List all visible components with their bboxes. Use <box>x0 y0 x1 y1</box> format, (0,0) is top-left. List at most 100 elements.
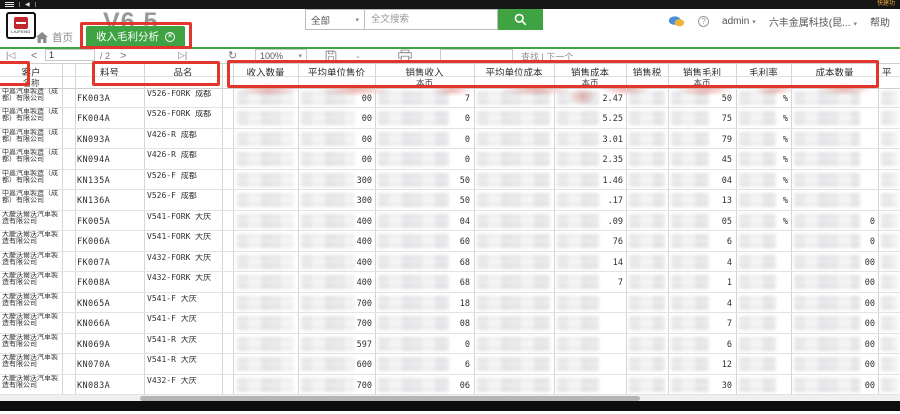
cell-profit-fragment: 1 <box>726 278 732 289</box>
user-menu[interactable]: admin ▾ <box>722 15 756 27</box>
nav-home[interactable]: 首页 <box>36 30 73 45</box>
cell-revenue-fragment: 0 <box>464 134 470 145</box>
save-options-caret[interactable]: ⌄ <box>352 49 361 62</box>
redaction-blur <box>237 131 294 146</box>
table-row: 大慶沃爾沃汽車製造有限公司 KN065A V541-F 大庆 700 18 4 00 <box>0 293 900 314</box>
redaction-blur <box>557 295 599 310</box>
cell-part-no: KN083A <box>77 380 111 391</box>
redaction-blur <box>794 111 860 126</box>
table-row: 大慶沃爾沃汽車製造有限公司 FK006A V541-FORK 大庆 400 60 76 6 0 <box>0 231 900 252</box>
next-page-button[interactable]: > <box>120 49 127 62</box>
table-row: 大慶沃爾沃汽車製造有限公司 FK008A V432-FORK 大庆 400 68 7 1 00 <box>0 272 900 293</box>
redaction-blur <box>237 336 294 351</box>
logo-emblem-icon <box>14 17 28 29</box>
redaction-blur <box>557 234 599 249</box>
redaction-blur <box>794 275 860 290</box>
cell-price-fragment: 00 <box>361 94 372 104</box>
redaction-blur <box>794 234 860 249</box>
cell-cost_qty-fragment: 00 <box>864 339 875 350</box>
col-header-cost-qty: 成本数量 <box>815 68 854 76</box>
cell-revenue-fragment: 68 <box>459 278 470 289</box>
redaction-blur <box>477 295 550 310</box>
refresh-button[interactable]: ↻ <box>228 50 238 62</box>
cell-cost-fragment: 1.46 <box>602 175 623 186</box>
cell-price-fragment: 300 <box>356 196 372 207</box>
last-page-button[interactable]: ▷| <box>178 50 188 60</box>
print-button[interactable] <box>398 49 412 62</box>
close-icon[interactable]: ✕ <box>165 31 175 42</box>
redaction-blur <box>557 336 599 351</box>
redaction-blur <box>477 172 550 187</box>
redaction-blur <box>671 316 709 331</box>
find-next-label[interactable]: 查找 | 下一个 <box>521 52 574 62</box>
redaction-blur <box>557 275 599 290</box>
redaction-blur <box>557 152 599 167</box>
redaction-blur <box>881 172 898 187</box>
menu-icon[interactable] <box>5 2 14 7</box>
zoom-select[interactable]: 100% ▾ <box>255 49 307 62</box>
redaction-blur <box>557 111 599 126</box>
redaction-blur <box>557 193 599 208</box>
redaction-blur <box>557 254 599 269</box>
redaction-blur <box>739 336 776 351</box>
redaction-blur <box>671 295 709 310</box>
cell-part-no: FK003A <box>77 94 111 104</box>
search-input[interactable] <box>365 9 498 30</box>
cell-part-no: FK007A <box>77 257 111 268</box>
cell-cost-fragment: 3.01 <box>602 134 623 145</box>
redaction-blur <box>881 131 898 146</box>
redaction-blur <box>671 172 709 187</box>
cell-price-fragment: 700 <box>356 298 372 309</box>
cell-revenue-fragment: 0 <box>464 339 470 350</box>
redaction-blur <box>629 131 665 146</box>
tab-revenue-profit-analysis[interactable]: 收入毛利分析 ✕ <box>86 26 185 47</box>
first-page-button[interactable]: |◁ <box>6 50 16 60</box>
grid-line <box>474 63 475 395</box>
redaction-blur <box>237 316 294 331</box>
message-icon[interactable] <box>668 15 685 28</box>
redaction-blur <box>629 91 665 105</box>
cell-revenue-fragment: 7 <box>464 94 470 104</box>
redaction-blur <box>881 152 898 167</box>
redaction-blur <box>378 377 449 392</box>
cell-price-fragment: 600 <box>356 360 372 371</box>
cell-cost_qty-fragment: 00 <box>864 319 875 330</box>
search-button[interactable] <box>498 9 543 30</box>
page-number-input[interactable] <box>45 49 95 61</box>
help-circle-icon[interactable]: ? <box>698 15 710 27</box>
cell-cost_qty-fragment: 00 <box>864 360 875 371</box>
redaction-blur <box>301 234 355 249</box>
cell-cost_qty-fragment: 00 <box>864 380 875 391</box>
redaction-blur <box>739 172 776 187</box>
find-input[interactable] <box>440 49 513 61</box>
back-icon[interactable]: ◀ <box>25 1 30 8</box>
cell-product: V426-R 成都 <box>147 151 197 160</box>
cell-customer: 大慶沃爾沃汽車製造有限公司 <box>2 374 58 389</box>
prev-page-button[interactable]: < <box>31 49 38 62</box>
redaction-blur <box>794 91 860 105</box>
table-row: 中嘉汽車製造（成都）有限公司 KN093A V426-R 成都 00 0 3.01 79% <box>0 129 900 150</box>
help-link[interactable]: 帮助 <box>870 17 890 29</box>
grid-line <box>222 63 223 395</box>
bottom-window-strip <box>0 401 900 411</box>
redaction-blur <box>739 377 776 392</box>
tabbar-underline <box>0 47 900 49</box>
grid-line <box>0 63 900 64</box>
redaction-blur <box>671 152 709 167</box>
save-button[interactable] <box>325 49 337 62</box>
cell-cost-fragment: 2.35 <box>602 155 623 166</box>
col-header-product: 品名 <box>173 68 193 76</box>
redaction-blur <box>301 172 355 187</box>
cell-part-no: KN065A <box>77 298 111 309</box>
cell-revenue-fragment: 04 <box>459 216 470 227</box>
redaction-blur <box>237 295 294 310</box>
cell-profit-fragment: 12 <box>721 360 732 371</box>
horizontal-scrollbar-thumb[interactable] <box>140 395 640 401</box>
search-scope-select[interactable]: 全部 ▾ <box>305 9 365 30</box>
redaction-blur <box>739 213 776 228</box>
cell-revenue-fragment: 68 <box>459 257 470 268</box>
company-menu[interactable]: 六丰金属科技(昆... ▾ <box>768 17 857 29</box>
cell-profit-fragment: 6 <box>726 237 732 248</box>
redaction-blur <box>477 111 550 126</box>
redaction-blur <box>739 131 776 146</box>
